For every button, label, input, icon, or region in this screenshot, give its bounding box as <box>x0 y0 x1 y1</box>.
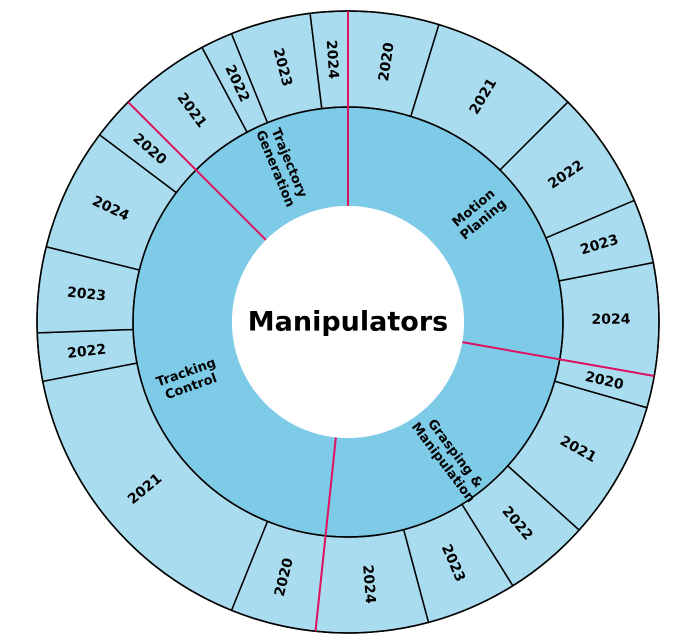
category-segment-grasping-manipulation <box>325 342 560 537</box>
year-label-motion-planing-2024: 2024 <box>591 312 630 328</box>
year-label-tracking-control-2022: 2022 <box>66 342 107 362</box>
year-label-tracking-control-2023: 2023 <box>66 285 106 305</box>
category-segment-tracking-control <box>133 169 336 536</box>
year-label-trajectory-generation-2024: 2024 <box>323 40 341 80</box>
category-segment-motion-planing <box>348 107 563 360</box>
year-label-motion-planing-2020: 2020 <box>376 41 398 82</box>
category-divider-grasping-manipulation <box>462 341 655 377</box>
center-label: Manipulators <box>248 307 448 338</box>
center-circle <box>232 206 464 438</box>
year-label-grasping-manipulation-2024: 2024 <box>359 564 378 604</box>
category-divider-trajectory-generation <box>127 101 267 241</box>
category-divider-tracking-control <box>314 437 337 632</box>
dividers-layer <box>36 10 660 634</box>
